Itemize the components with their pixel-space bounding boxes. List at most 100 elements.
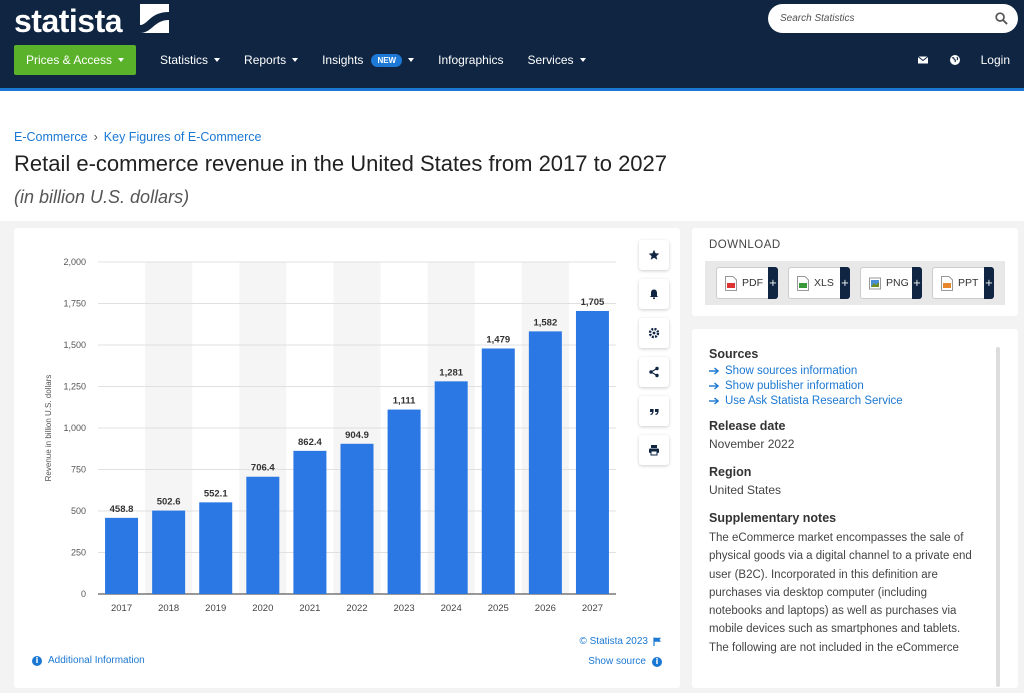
show-sources-label: Show sources information bbox=[725, 365, 858, 377]
y-tick-label: 1,250 bbox=[63, 382, 86, 392]
copyright-label: © Statista 2023 bbox=[579, 636, 648, 647]
y-tick-label: 1,750 bbox=[63, 299, 86, 309]
login-link[interactable]: Login bbox=[980, 53, 1010, 67]
y-tick-label: 0 bbox=[81, 589, 86, 599]
data-label: 1,281 bbox=[439, 367, 463, 378]
globe-icon[interactable] bbox=[949, 54, 961, 66]
bar bbox=[199, 502, 233, 594]
statistic-details: Sources Show sources information Show pu… bbox=[709, 347, 979, 657]
supplementary-notes-text: The eCommerce market encompasses the sal… bbox=[709, 532, 972, 654]
y-tick-label: 1,500 bbox=[63, 340, 86, 350]
chevron-down-icon bbox=[214, 58, 221, 62]
arrow-right-icon bbox=[709, 397, 719, 405]
breadcrumb-item-key-figures[interactable]: Key Figures of E-Commerce bbox=[103, 130, 262, 144]
nav-statistics-label: Statistics bbox=[160, 53, 209, 67]
search-input[interactable] bbox=[780, 4, 990, 33]
breadcrumb-separator: › bbox=[93, 130, 98, 144]
statista-logo[interactable]: statista bbox=[14, 3, 123, 39]
show-publisher-link[interactable]: Show publisher information bbox=[709, 380, 979, 392]
printer-icon bbox=[649, 445, 659, 456]
bar bbox=[246, 476, 280, 594]
plus-icon: + bbox=[768, 267, 778, 299]
bar bbox=[387, 409, 421, 594]
bar bbox=[152, 510, 186, 594]
download-pdf-button[interactable]: PDF + bbox=[716, 267, 778, 299]
page-subtitle: (in billion U.S. dollars) bbox=[14, 187, 190, 207]
x-tick-label: 2018 bbox=[158, 603, 179, 614]
search-icon[interactable] bbox=[995, 12, 1008, 25]
x-tick-label: 2025 bbox=[488, 603, 509, 614]
show-sources-link[interactable]: Show sources information bbox=[709, 365, 979, 377]
bell-icon bbox=[650, 289, 658, 300]
nav-statistics[interactable]: Statistics bbox=[148, 45, 232, 75]
nav-services[interactable]: Services bbox=[515, 45, 597, 75]
settings-button[interactable] bbox=[639, 318, 669, 348]
supplementary-notes-title: Supplementary notes bbox=[709, 511, 837, 525]
bar bbox=[575, 310, 609, 594]
y-axis-label: Revenue in billion U.S. dollars bbox=[44, 375, 53, 482]
notification-button[interactable] bbox=[639, 279, 669, 309]
nav-right: Login bbox=[917, 45, 1010, 75]
info-icon: i bbox=[652, 656, 662, 667]
download-png-button[interactable]: PNG + bbox=[860, 267, 922, 299]
release-date-title: Release date bbox=[709, 419, 786, 433]
x-tick-label: 2017 bbox=[111, 603, 132, 614]
nav-infographics[interactable]: Infographics bbox=[426, 45, 515, 75]
favorite-button[interactable] bbox=[639, 240, 669, 270]
show-source-link[interactable]: Show source i bbox=[588, 656, 662, 667]
statista-logo-icon[interactable] bbox=[140, 4, 169, 33]
additional-information-link[interactable]: i Additional Information bbox=[32, 655, 145, 666]
download-xls-button[interactable]: XLS + bbox=[788, 267, 850, 299]
nav-insights[interactable]: Insights NEW bbox=[310, 45, 426, 75]
new-badge: NEW bbox=[371, 53, 403, 67]
chevron-down-icon bbox=[292, 58, 299, 62]
nav-reports[interactable]: Reports bbox=[232, 45, 310, 75]
nav-services-label: Services bbox=[527, 53, 574, 67]
breadcrumb: E-Commerce › Key Figures of E-Commerce bbox=[14, 130, 261, 144]
show-source-label: Show source bbox=[588, 656, 646, 667]
pdf-label: PDF bbox=[742, 277, 763, 289]
star-icon bbox=[648, 249, 660, 260]
y-tick-label: 500 bbox=[71, 506, 86, 516]
data-label: 552.1 bbox=[204, 488, 228, 499]
chart-card: 0 250 500 750 1,000 1,250 1,500 1,750 2,000 458.8… bbox=[14, 228, 680, 688]
nav-insights-label: Insights bbox=[322, 53, 364, 67]
chevron-down-icon bbox=[579, 58, 586, 62]
bar bbox=[528, 331, 562, 594]
download-buttons: PDF + XLS + PNG + PPT + bbox=[705, 261, 1005, 305]
png-file-icon bbox=[869, 277, 881, 289]
download-card: DOWNLOAD PDF + XLS + PNG + PPT + bbox=[692, 228, 1018, 316]
cite-button[interactable] bbox=[639, 396, 669, 426]
y-tick-label: 2,000 bbox=[63, 257, 86, 267]
data-label: 706.4 bbox=[251, 463, 275, 474]
bar bbox=[434, 381, 468, 594]
breadcrumb-item-ecommerce[interactable]: E-Commerce bbox=[14, 130, 88, 144]
data-label: 1,111 bbox=[393, 396, 416, 407]
y-tick-label: 1,000 bbox=[63, 423, 86, 433]
release-date-value: November 2022 bbox=[709, 437, 795, 451]
mail-icon[interactable] bbox=[917, 54, 929, 66]
gear-icon bbox=[648, 327, 660, 339]
x-tick-label: 2022 bbox=[346, 603, 367, 614]
data-label: 1,479 bbox=[486, 334, 510, 345]
arrow-right-icon bbox=[709, 367, 719, 375]
bar bbox=[481, 348, 515, 594]
x-tick-label: 2023 bbox=[394, 603, 415, 614]
copyright-link[interactable]: © Statista 2023 bbox=[579, 636, 662, 647]
x-tick-label: 2024 bbox=[441, 603, 462, 614]
download-ppt-button[interactable]: PPT + bbox=[932, 267, 994, 299]
bar bbox=[293, 450, 327, 594]
show-publisher-label: Show publisher information bbox=[725, 380, 864, 392]
search-box bbox=[768, 4, 1018, 33]
prices-access-button[interactable]: Prices & Access bbox=[14, 45, 137, 75]
x-tick-label: 2021 bbox=[299, 603, 320, 614]
ask-statista-link[interactable]: Use Ask Statista Research Service bbox=[709, 395, 979, 407]
share-icon bbox=[649, 366, 659, 378]
bar bbox=[105, 517, 139, 594]
ppt-label: PPT bbox=[958, 277, 979, 289]
share-button[interactable] bbox=[639, 357, 669, 387]
y-tick-label: 250 bbox=[71, 548, 86, 558]
print-button[interactable] bbox=[639, 435, 669, 465]
scrollbar[interactable] bbox=[996, 347, 1000, 687]
x-tick-label: 2020 bbox=[252, 603, 273, 614]
